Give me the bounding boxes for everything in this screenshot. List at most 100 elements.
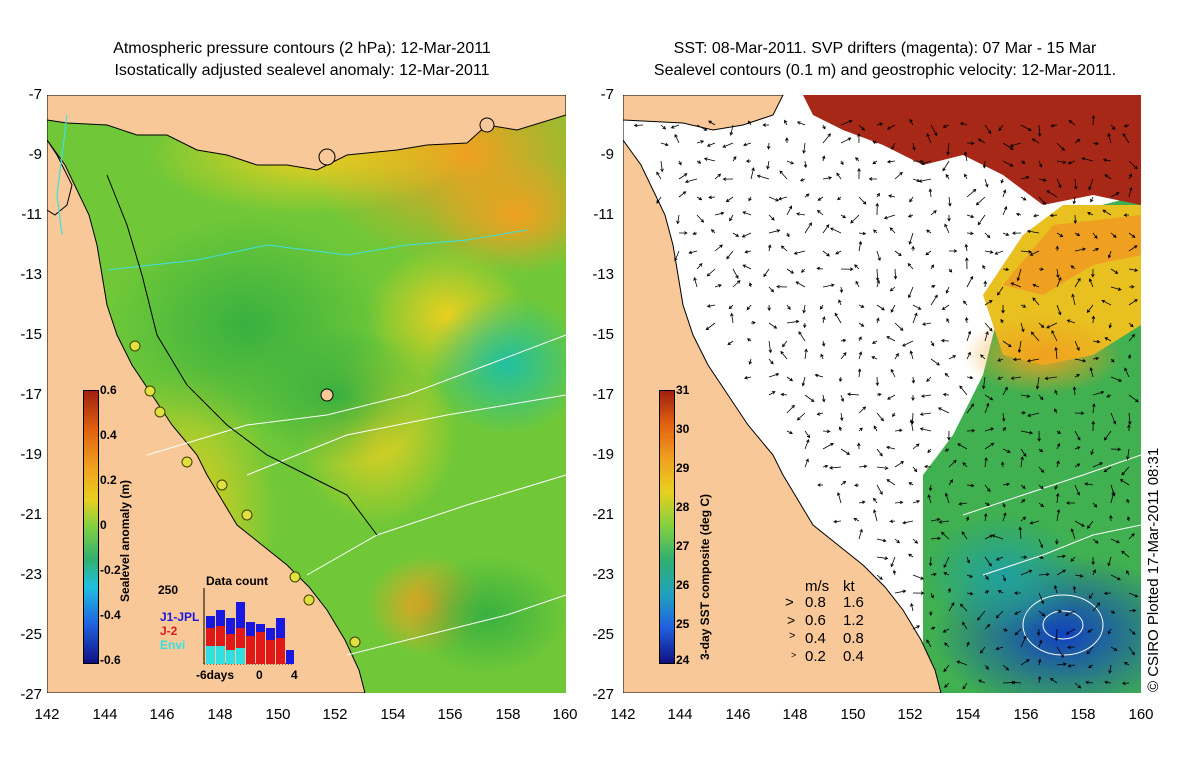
sealevel-colorbar-label: Sealevel anomaly (m) (118, 479, 132, 602)
velocity-arrow (907, 286, 914, 299)
velocity-arrow (1020, 250, 1033, 254)
velocity-arrow (727, 340, 734, 346)
velocity-arrow (1127, 424, 1131, 432)
legend-kt: 1.2 (843, 612, 864, 629)
velocity-arrow (1074, 358, 1087, 363)
velocity-arrow (945, 173, 950, 180)
velocity-arrow (820, 353, 824, 360)
velocity-arrow (1103, 466, 1112, 473)
sealevel-contour-1 (146, 334, 566, 456)
data-count-inset: 250 Data count J1-JPL J-2 Envi -6days 0 … (158, 574, 303, 683)
velocity-arrow (1044, 376, 1058, 381)
velocity-arrow (876, 122, 884, 126)
velocity-arrow (1092, 247, 1100, 252)
velocity-arrow (1049, 677, 1058, 684)
velocity-arrow (890, 368, 896, 378)
velocity-arrow (1092, 339, 1101, 344)
velocity-arrow (1128, 186, 1133, 198)
velocity-arrow (894, 322, 904, 331)
velocity-arrow (1092, 232, 1098, 239)
velocity-arrow (1092, 462, 1104, 468)
velocity-arrow (948, 479, 953, 486)
velocity-arrow (965, 257, 969, 270)
velocity-arrow (1002, 206, 1008, 216)
velocity-arrow (1056, 430, 1061, 435)
velocity-arrow (858, 336, 862, 342)
velocity-arrow (1121, 681, 1130, 686)
velocity-arrow (984, 322, 993, 332)
velocity-arrow (1071, 293, 1076, 306)
velocity-arrow (767, 304, 771, 312)
velocity-arrow (746, 304, 752, 311)
sst-map (623, 95, 1141, 693)
velocity-arrow (876, 412, 884, 422)
velocity-arrow (674, 250, 680, 262)
velocity-arrow (1085, 680, 1094, 685)
velocity-arrow (1056, 232, 1064, 238)
velocity-arrow (1065, 628, 1076, 635)
velocity-arrow (1074, 232, 1081, 236)
velocity-arrow (921, 394, 932, 398)
velocity-arrow (1031, 138, 1040, 144)
velocity-arrow (708, 195, 716, 200)
sst-cbar-tick: 28 (676, 500, 690, 514)
velocity-arrow (1051, 330, 1058, 342)
inset-xtick: 0 (256, 668, 263, 682)
inset-legend-j2: J-2 (160, 624, 178, 638)
velocity-arrow (840, 160, 844, 166)
velocity-arrow (1074, 340, 1080, 351)
velocity-arrow (803, 322, 807, 329)
velocity-arrow (930, 124, 938, 137)
velocity-arrow (768, 286, 775, 293)
x-tick-label: 150 (265, 706, 291, 723)
velocity-arrow (1091, 556, 1095, 566)
velocity-arrow (804, 430, 811, 439)
credit-text: © CSIRO Plotted 17-Mar-2011 08:31 (1145, 447, 1162, 692)
velocity-arrow (912, 574, 925, 580)
velocity-arrow (957, 443, 968, 450)
velocity-arrow (1090, 196, 1094, 203)
velocity-arrow (876, 484, 883, 496)
velocity-arrow (1110, 124, 1116, 130)
inset-title: Data count (206, 574, 269, 588)
velocity-arrow (1074, 484, 1080, 496)
velocity-arrow (1054, 484, 1058, 490)
velocity-arrow (793, 250, 806, 255)
anomaly-high-e (427, 155, 566, 275)
x-tick-label: 158 (495, 706, 521, 723)
velocity-arrow (947, 214, 951, 222)
velocity-arrow (1087, 628, 1094, 633)
velocity-arrow (966, 403, 975, 414)
sealevel-contour (962, 454, 1141, 516)
velocity-arrow (1124, 367, 1130, 378)
velocity-arrow (997, 590, 1004, 594)
arrow-icon: > (791, 650, 797, 660)
sealevel-cbar-tick: -0.2 (100, 563, 121, 577)
velocity-arrow (840, 267, 854, 272)
velocity-arrow (1038, 639, 1043, 648)
velocity-arrow (1074, 277, 1081, 288)
anomaly-low-se (407, 555, 566, 675)
velocity-arrow (1110, 232, 1117, 238)
velocity-arrow (909, 196, 914, 203)
velocity-arrow (1122, 133, 1130, 144)
velocity-arrow (744, 250, 752, 254)
velocity-arrow (821, 155, 826, 162)
velocity-arrow (741, 232, 752, 238)
velocity-arrow (948, 196, 952, 207)
velocity-arrow (977, 610, 986, 621)
velocity-arrow (984, 502, 991, 506)
velocity-arrow (858, 528, 863, 540)
velocity-arrow (1092, 390, 1105, 396)
velocity-arrow (1000, 318, 1004, 324)
velocity-arrow (911, 394, 915, 402)
velocity-arrow (676, 214, 680, 225)
velocity-arrow (1092, 502, 1098, 508)
velocity-arrow (956, 660, 968, 666)
y-tick-label: -23 (592, 566, 614, 583)
velocity-arrow (822, 133, 831, 144)
velocity-arrow (708, 120, 716, 126)
y-tick-label: -21 (592, 506, 614, 523)
velocity-arrow (871, 356, 878, 360)
velocity-arrow (1032, 283, 1040, 288)
